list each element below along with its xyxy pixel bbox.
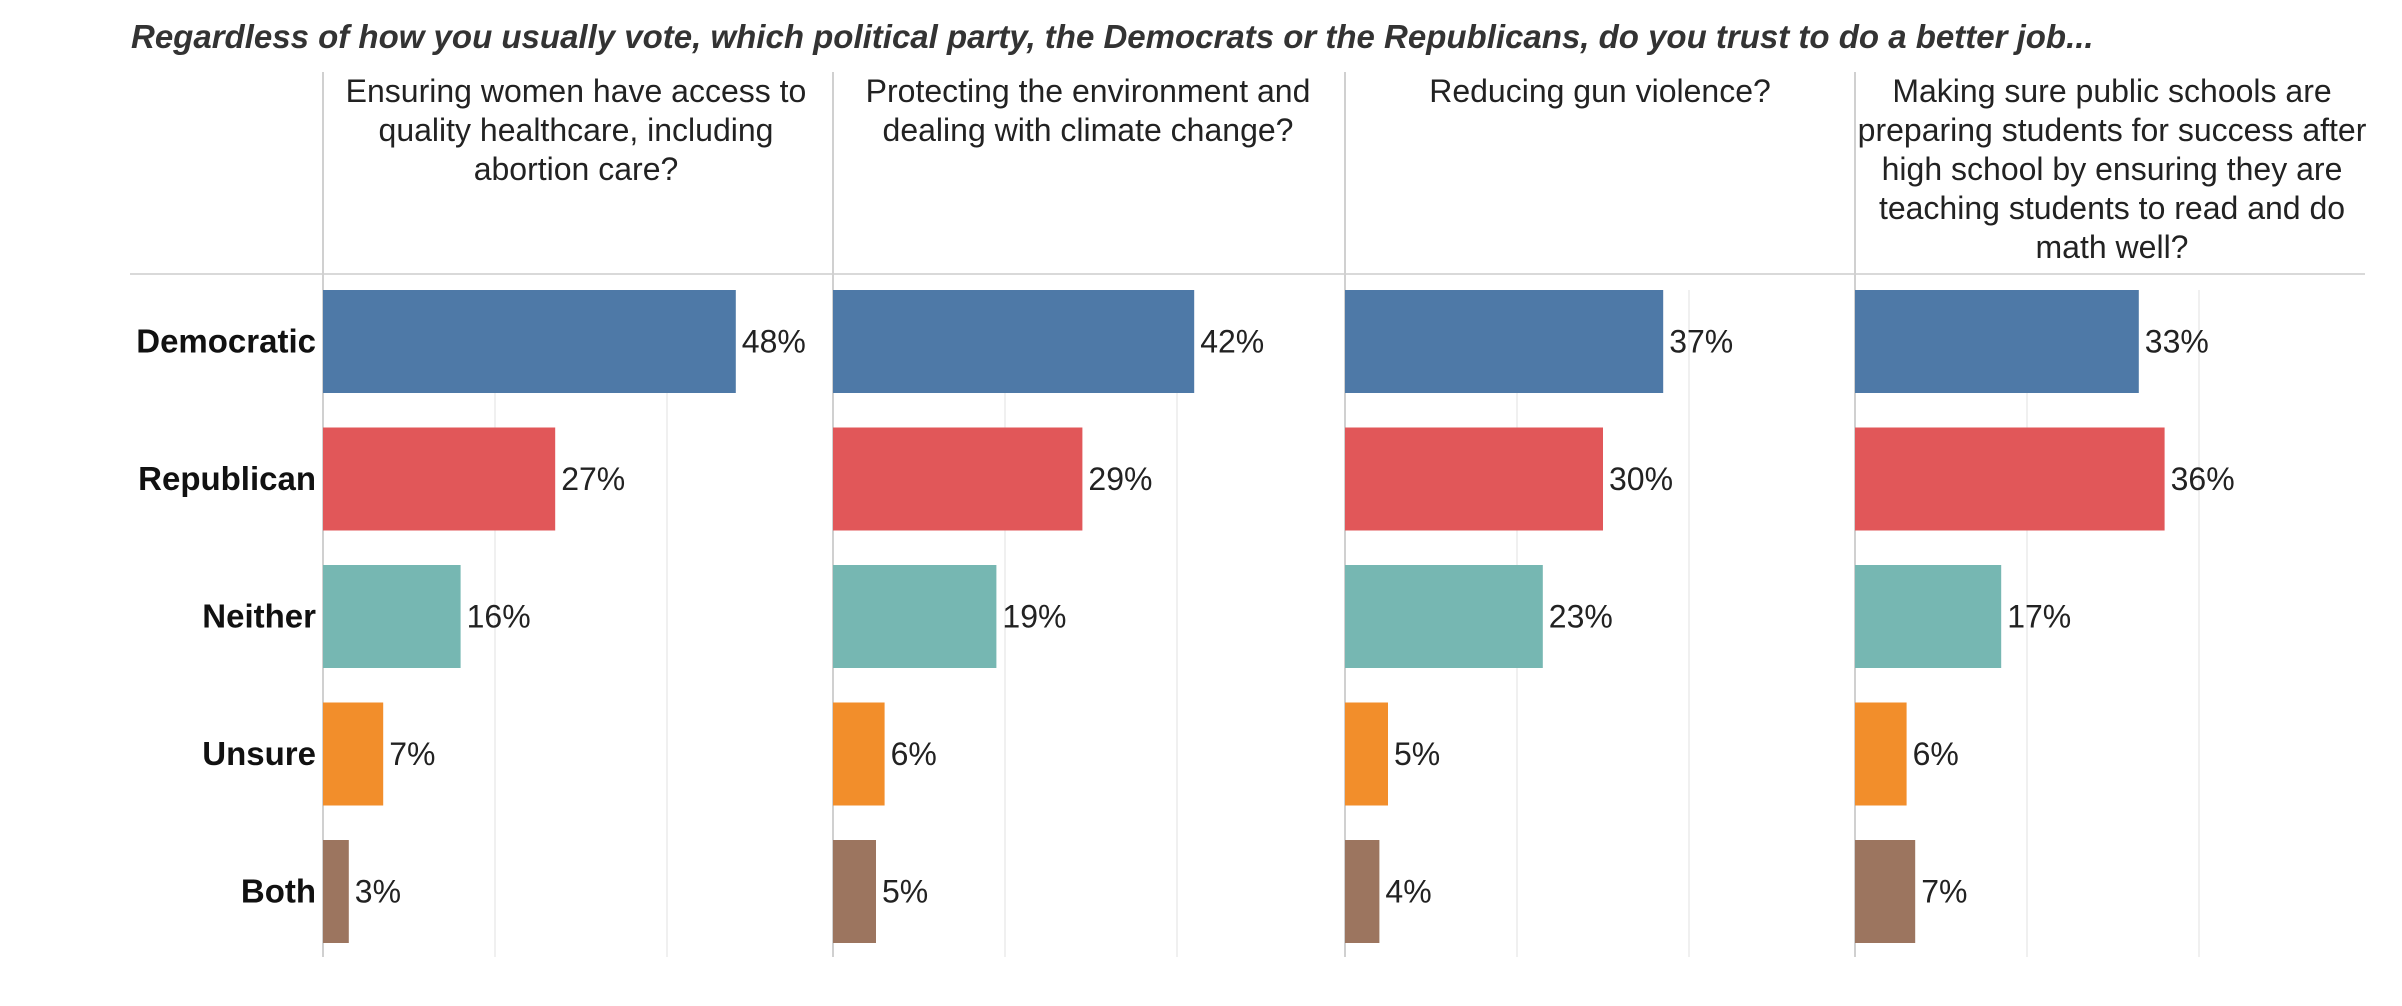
value-label-panel-1-republican: 27% <box>561 461 625 497</box>
bar-panel-4-neither <box>1855 565 2002 668</box>
category-label-unsure: Unsure <box>202 735 316 772</box>
value-label-panel-3-republican: 30% <box>1609 461 1673 497</box>
bar-panel-4-both <box>1855 840 1916 943</box>
value-label-panel-3-both: 4% <box>1385 874 1431 910</box>
value-label-panel-2-both: 5% <box>882 874 928 910</box>
bar-panel-1-republican <box>323 427 556 531</box>
bar-panel-1-both <box>323 840 349 943</box>
value-label-panel-2-democratic: 42% <box>1200 324 1264 360</box>
bar-panel-4-republican <box>1855 427 2165 531</box>
bar-panel-3-democratic <box>1345 290 1664 393</box>
bar-panel-3-unsure <box>1345 702 1388 806</box>
value-label-panel-1-democratic: 48% <box>742 324 806 360</box>
chart-title: Regardless of how you usually vote, whic… <box>131 18 2094 55</box>
bar-panel-3-both <box>1345 840 1380 943</box>
category-label-both: Both <box>241 873 316 910</box>
value-label-panel-3-democratic: 37% <box>1669 324 1733 360</box>
value-label-panel-4-unsure: 6% <box>1913 736 1959 772</box>
value-label-panel-4-democratic: 33% <box>2145 324 2209 360</box>
bar-panel-1-neither <box>323 565 461 668</box>
bar-panel-4-democratic <box>1855 290 2139 393</box>
bar-panel-1-unsure <box>323 702 384 806</box>
value-label-panel-2-unsure: 6% <box>891 736 937 772</box>
category-label-democratic: Democratic <box>136 323 316 360</box>
value-label-panel-1-both: 3% <box>355 874 401 910</box>
panel-title-environment: Protecting the environment and dealing w… <box>865 73 1311 148</box>
panel-title-public-schools: Making sure public schools are preparing… <box>1857 73 2367 265</box>
bar-panel-2-republican <box>833 427 1083 531</box>
value-label-panel-3-neither: 23% <box>1549 599 1613 635</box>
category-label-neither: Neither <box>202 598 316 635</box>
bar-panel-3-neither <box>1345 565 1543 668</box>
value-label-panel-2-neither: 19% <box>1002 599 1066 635</box>
value-label-panel-1-neither: 16% <box>467 599 531 635</box>
bar-panel-1-democratic <box>323 290 736 393</box>
bar-panel-2-neither <box>833 565 997 668</box>
bar-panel-2-democratic <box>833 290 1195 393</box>
bar-panel-3-republican <box>1345 427 1603 531</box>
panel-title-gun-violence: Reducing gun violence? <box>1429 73 1771 109</box>
value-label-panel-4-neither: 17% <box>2007 599 2071 635</box>
bar-panel-2-both <box>833 840 876 943</box>
bar-panel-2-unsure <box>833 702 885 806</box>
value-label-panel-1-unsure: 7% <box>389 736 435 772</box>
bar-panel-4-unsure <box>1855 702 1907 806</box>
value-label-panel-3-unsure: 5% <box>1394 736 1440 772</box>
value-label-panel-4-republican: 36% <box>2171 461 2235 497</box>
panel-title-healthcare: Ensuring women have access to quality he… <box>345 73 807 187</box>
category-label-republican: Republican <box>138 460 316 497</box>
value-label-panel-4-both: 7% <box>1921 874 1967 910</box>
value-label-panel-2-republican: 29% <box>1088 461 1152 497</box>
